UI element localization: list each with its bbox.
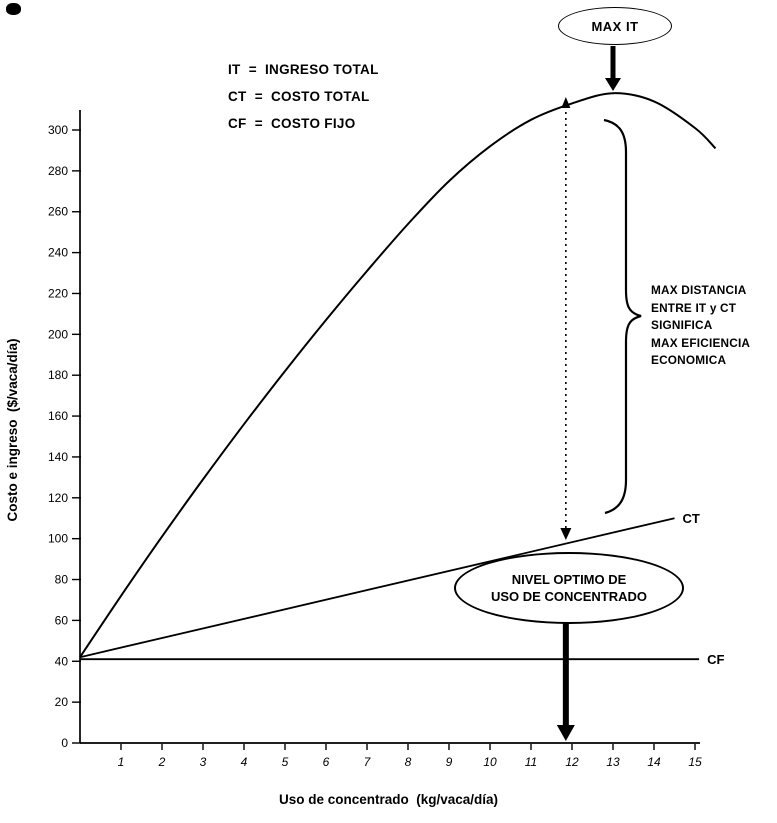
legend-item-it: IT = INGRESO TOTAL — [228, 62, 379, 77]
y-tick-label: 0 — [61, 736, 68, 750]
x-tick-label: 7 — [364, 755, 372, 769]
y-tick-label: 200 — [48, 327, 68, 341]
x-tick-label: 12 — [565, 755, 579, 769]
x-tick-label: 15 — [688, 755, 702, 769]
max-distance-note-line: MAX DISTANCIA — [651, 283, 747, 297]
max-distance-note-line: SIGNIFICA — [651, 318, 713, 332]
max-distance-note: MAX DISTANCIA ENTRE IT y CT SIGNIFICA MA… — [651, 282, 775, 370]
legend-item-ct: CT = COSTO TOTAL — [228, 89, 370, 104]
y-tick-label: 100 — [48, 532, 68, 546]
y-tick-label: 140 — [48, 450, 68, 464]
x-tick-label: 13 — [606, 755, 620, 769]
legend-item-cf: CF = COSTO FIJO — [228, 116, 356, 131]
x-tick-label: 2 — [158, 755, 166, 769]
x-tick-label: 3 — [200, 755, 207, 769]
series-ct-line — [79, 517, 675, 659]
optimal-level-line2: USO DE CONCENTRADO — [490, 589, 647, 604]
x-axis-title: Uso de concentrado (kg/vaca/día) — [278, 792, 499, 807]
y-tick-label: 280 — [48, 164, 68, 178]
brace — [603, 118, 642, 515]
x-tick-label: 11 — [525, 755, 537, 769]
max-it-label: MAX IT — [591, 18, 639, 34]
x-tick-label: 8 — [405, 755, 412, 769]
max-distance-note-line: ENTRE IT y CT — [651, 300, 737, 315]
dashed-top-arrowhead — [561, 97, 571, 108]
dashed-bottom-arrowhead — [560, 528, 572, 540]
y-tick-label: 180 — [48, 368, 68, 382]
y-tick-label: 300 — [48, 123, 68, 137]
max-it-arrow-head — [605, 78, 621, 91]
y-tick-label: 80 — [55, 573, 69, 587]
series-label-cf: CF — [707, 652, 724, 667]
x-tick-label: 6 — [323, 755, 330, 769]
y-tick-label: 60 — [55, 613, 69, 627]
optimal-level-callout: NIVEL OPTIMO DE USO DE CONCENTRADO — [454, 552, 684, 624]
y-tick-label: 20 — [55, 695, 69, 709]
scan-artifact — [6, 3, 21, 15]
x-tick-label: 9 — [446, 755, 453, 769]
y-tick-label: 160 — [48, 409, 68, 423]
max-distance-note-line: MAX EFICIENCIA — [651, 335, 751, 350]
y-tick-label: 240 — [48, 246, 68, 260]
y-tick-label: 260 — [48, 205, 68, 219]
x-tick-label: 10 — [483, 755, 497, 769]
y-tick-label: 120 — [48, 491, 68, 505]
x-tick-label: 5 — [282, 755, 289, 769]
legend: IT = INGRESO TOTAL CT = COSTO TOTAL CF =… — [228, 56, 379, 137]
optimal-arrow-head — [556, 725, 575, 741]
optimal-level-line1: NIVEL OPTIMO DE — [511, 572, 627, 587]
series-it-curve — [79, 92, 717, 658]
max-it-callout: MAX IT — [558, 7, 672, 45]
x-tick-label: 4 — [241, 755, 248, 769]
y-axis-title: Costo e ingreso ($/vaca/día) — [5, 338, 20, 522]
x-tick-label: 1 — [118, 755, 125, 769]
max-distance-note-line: ECONOMICA — [651, 353, 727, 367]
y-tick-label: 40 — [55, 654, 69, 668]
x-tick-label: 14 — [647, 755, 661, 769]
y-tick-label: 220 — [48, 286, 68, 300]
series-label-ct: CT — [683, 511, 700, 526]
